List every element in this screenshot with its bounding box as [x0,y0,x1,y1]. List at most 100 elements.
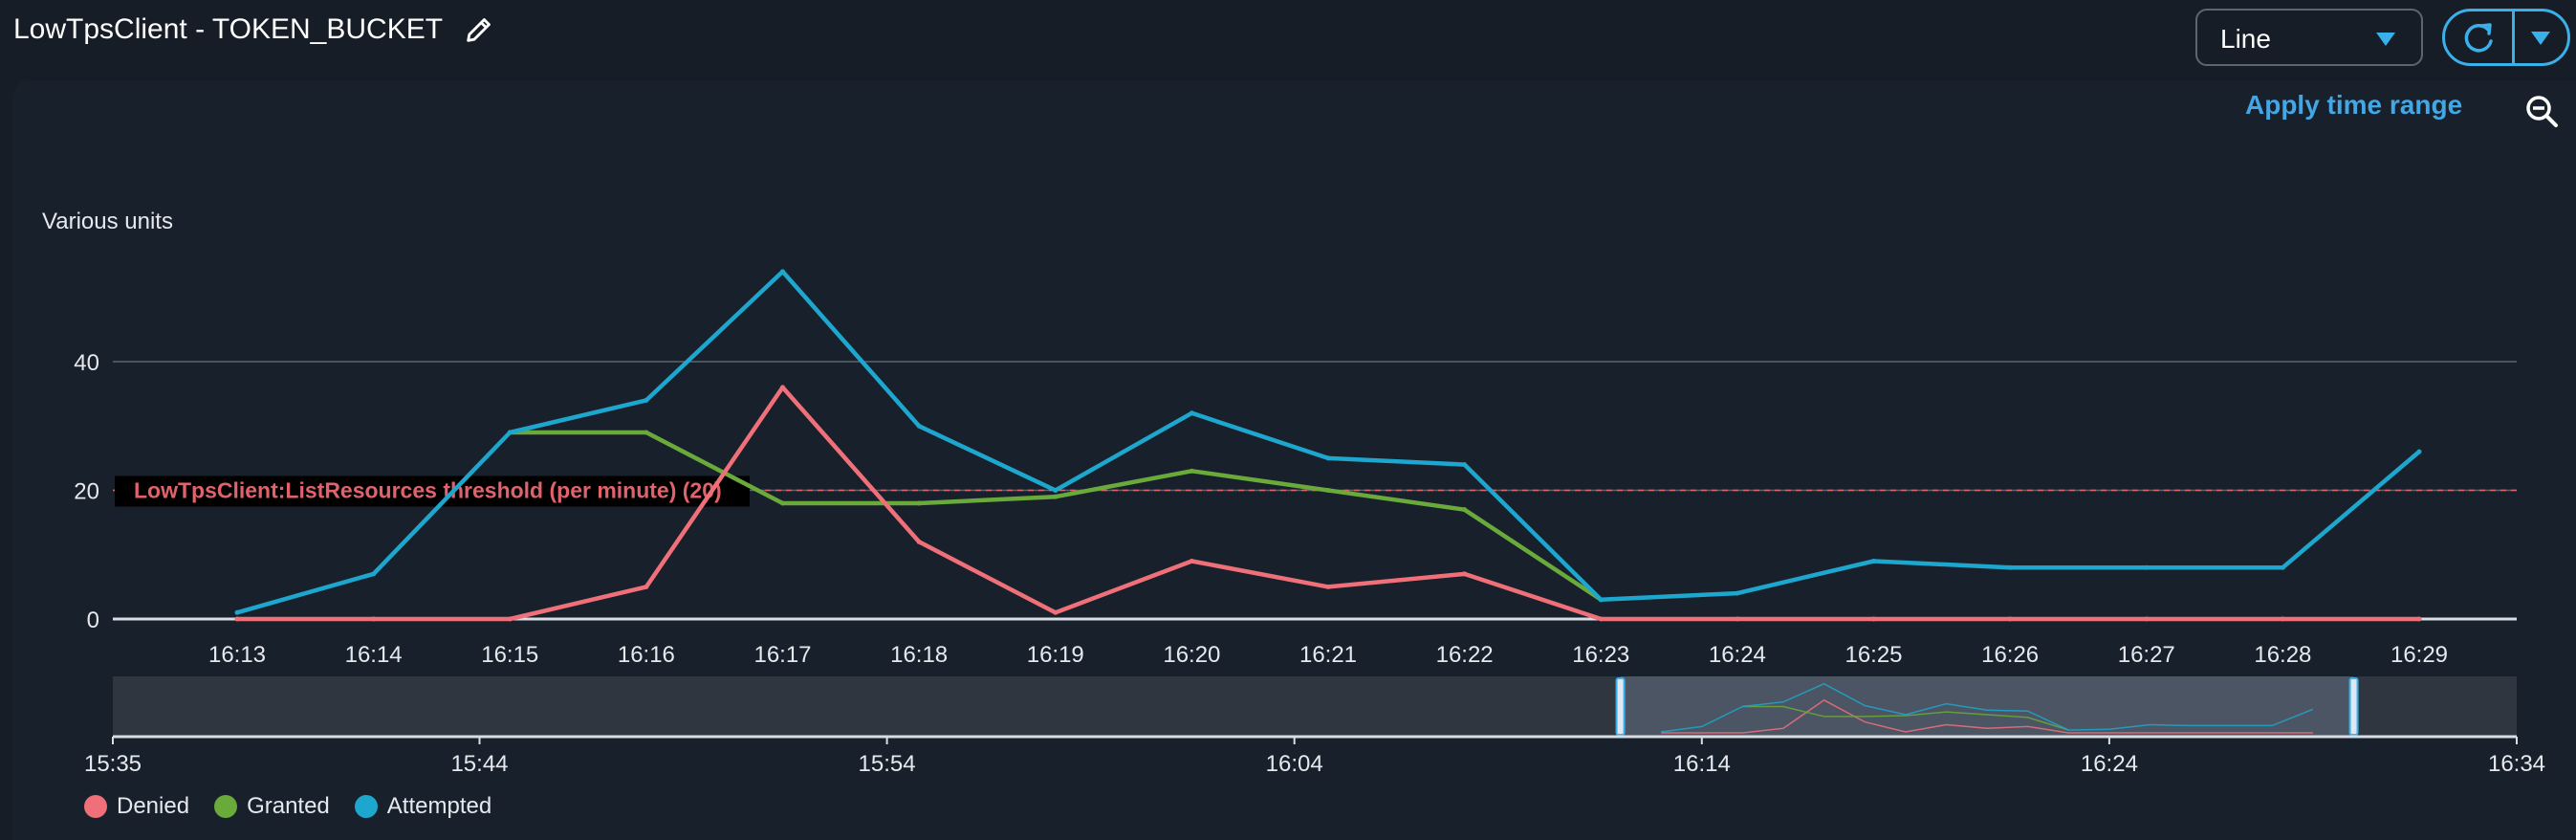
series-attempted [234,269,2422,615]
legend-label: Attempted [386,793,492,819]
data-point-granted [1462,507,1468,513]
data-point-granted [1325,488,1331,493]
chart-type-select[interactable]: Line [2195,9,2423,66]
chart-type-value: Line [2220,24,2271,54]
overview-handle-right[interactable] [2348,677,2359,736]
x-tick-label: 16:22 [1436,642,1494,668]
legend-swatch [214,795,238,818]
series-line-attempted [234,269,2422,615]
data-point-denied [507,616,513,622]
overview-tick-label: 15:35 [84,751,142,777]
data-point-denied [2280,616,2285,622]
data-point-granted [644,430,649,435]
x-tick-label: 16:13 [208,642,266,668]
overview-tick-label: 16:24 [2081,751,2138,777]
y-axis-label: Various units [42,209,173,234]
apply-time-range-button[interactable]: Apply time range [2245,90,2463,120]
legend-label: Granted [247,793,330,819]
y-tick-label: 20 [74,479,99,505]
data-point-attempted [2144,564,2150,570]
data-point-denied [2144,616,2150,622]
data-point-attempted [507,430,513,435]
legend-item-granted[interactable]: Granted [214,792,330,821]
y-tick-label: 0 [87,608,99,633]
overview-line-attempted [1661,682,2314,733]
data-point-attempted [2007,564,2013,570]
x-tick-label: 16:26 [1981,642,2039,668]
x-tick-label: 16:23 [1572,642,1629,668]
data-point-denied [2007,616,2013,622]
legend-label: Denied [117,793,190,819]
data-point-attempted [1189,410,1194,416]
data-point-attempted [234,609,240,615]
x-tick-label: 16:15 [481,642,538,668]
x-tick-label: 16:21 [1299,642,1357,668]
refresh-button-group [2442,9,2570,66]
x-tick-label: 16:18 [890,642,948,668]
zoom-out-icon[interactable] [2524,94,2559,128]
refresh-options-caret-icon[interactable] [2515,11,2567,63]
data-point-attempted [780,269,785,275]
x-tick-label: 16:28 [2254,642,2311,668]
data-point-denied [916,539,922,544]
data-point-denied [1189,558,1194,564]
overview-tick-label: 16:04 [1266,751,1323,777]
data-point-denied [1871,616,1876,622]
legend-item-attempted[interactable]: Attempted [354,792,492,821]
data-point-attempted [371,571,377,577]
overview-handle-left[interactable] [1615,677,1626,736]
data-point-attempted [1325,455,1331,461]
threshold-label: LowTpsClient:ListResources threshold (pe… [134,478,722,503]
header: LowTpsClient - TOKEN_BUCKET Line [0,0,2576,77]
data-point-denied [1325,584,1331,589]
data-point-denied [1053,609,1059,615]
data-point-granted [1189,468,1194,474]
data-point-attempted [1598,597,1604,603]
x-tick-label: 16:17 [753,642,811,668]
refresh-icon[interactable] [2445,11,2512,63]
y-tick-label: 40 [74,350,99,376]
x-tick-label: 16:24 [1709,642,1766,668]
x-tick-label: 16:29 [2390,642,2448,668]
data-point-attempted [1462,462,1468,468]
x-tick-label: 16:14 [345,642,403,668]
data-point-granted [916,500,922,506]
data-point-denied [371,616,377,622]
threshold-label-bg [115,475,750,507]
data-point-attempted [2280,564,2285,570]
legend-item-denied[interactable]: Denied [84,792,189,821]
data-point-granted [780,500,785,506]
chart-legend: Denied Granted Attempted [84,792,491,821]
data-point-denied [1598,616,1604,622]
overview-line-denied [1661,698,2313,734]
data-point-denied [234,616,240,622]
legend-swatch [354,795,378,818]
data-point-granted [1053,494,1059,499]
overview-tick-label: 16:14 [1673,751,1731,777]
data-point-attempted [644,397,649,403]
caret-down-icon [2376,33,2395,46]
page-title: LowTpsClient - TOKEN_BUCKET [13,13,444,45]
x-tick-label: 16:20 [1163,642,1220,668]
overview-tick-label: 15:44 [450,751,508,777]
x-tick-label: 16:19 [1027,642,1084,668]
data-point-denied [2416,616,2422,622]
data-point-attempted [1871,558,1876,564]
data-point-attempted [1053,488,1059,493]
overview-tick-label: 15:54 [859,751,916,777]
data-point-attempted [1735,590,1740,596]
overview-tick-label: 16:34 [2488,751,2545,777]
legend-swatch [84,795,107,818]
series-denied [234,385,2422,622]
data-point-denied [644,584,649,589]
data-point-attempted [2416,449,2422,454]
x-tick-label: 16:16 [618,642,675,668]
x-tick-label: 16:25 [1845,642,1902,668]
x-tick-label: 16:27 [2118,642,2175,668]
button-divider [2512,11,2515,63]
data-point-denied [780,385,785,390]
overview-line-granted [1742,705,2069,731]
data-point-attempted [916,423,922,429]
pencil-icon[interactable] [463,13,495,46]
